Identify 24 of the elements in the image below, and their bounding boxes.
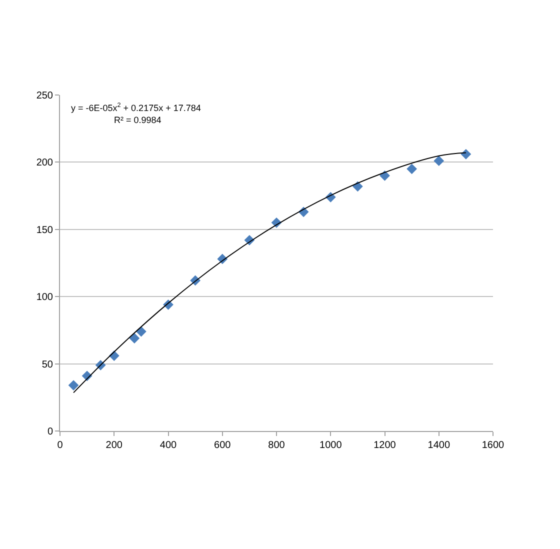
y-tick-label: 150 [36, 224, 54, 236]
x-tick-label: 1000 [320, 440, 342, 451]
x-tick-label: 800 [268, 440, 286, 451]
x-tick-label: 1600 [482, 440, 505, 451]
point [68, 380, 79, 390]
point [380, 170, 390, 181]
annotation: R² = 0.9984 [114, 115, 162, 125]
x-tick-label: 0 [57, 440, 64, 451]
y-tick-label: 200 [36, 158, 54, 169]
point [136, 326, 146, 337]
x-tick-label: 1400 [428, 440, 450, 451]
point [406, 164, 418, 174]
y-tick-label: 100 [36, 292, 54, 304]
point [434, 156, 444, 166]
x-tick-label: 400 [160, 440, 178, 451]
x-tick-label: 200 [106, 440, 123, 451]
y-tick-label: 250 [36, 90, 54, 102]
x-tick-label: 1200 [374, 440, 396, 451]
point [460, 148, 472, 160]
y-tick-label: 50 [42, 359, 54, 370]
x-tick-label: 600 [214, 440, 232, 451]
y-tick-label: 0 [47, 426, 54, 438]
annotation: y = -6E-05x$^{2}$ + 0.2175x + 17.784 [71, 102, 201, 113]
point [129, 333, 140, 344]
